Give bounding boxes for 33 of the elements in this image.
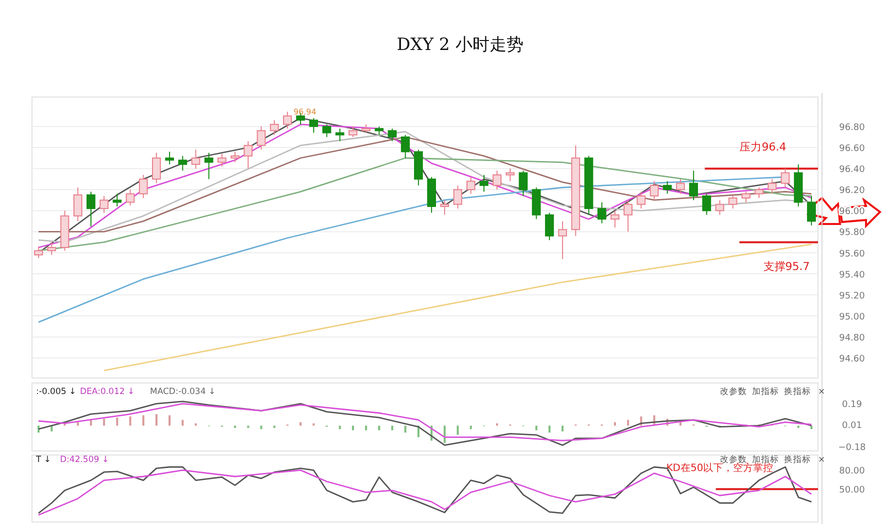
y-tick-label: 95.60: [839, 249, 866, 260]
y-tick-label: −0.18: [838, 442, 866, 453]
y-tick-label: 95.40: [839, 270, 866, 280]
annotation: 加指标: [752, 386, 779, 397]
y-tick-label: 96.20: [839, 186, 866, 196]
annotation: 改参数: [720, 386, 747, 397]
y-tick-label: 95.00: [839, 312, 866, 322]
annotation: 换指标: [784, 386, 811, 397]
y-tick-label: 50.00: [839, 486, 866, 496]
annotation: DEA:0.012 ↓: [80, 387, 135, 397]
y-tick-label: 0.01: [842, 420, 862, 431]
annotation: :-0.005 ↓: [36, 387, 76, 397]
ref-line-label: KD在50以下，空方掌控: [666, 462, 774, 474]
annotation: 96.94: [293, 108, 316, 117]
y-tick-label: 96.60: [839, 144, 866, 154]
annotation: T ↓: [35, 455, 52, 465]
annotation: 换指标: [784, 454, 811, 465]
y-tick-label: 94.80: [839, 333, 866, 344]
y-tick-label: 94.60: [839, 354, 866, 365]
ref-line-label: 压力96.4: [740, 140, 786, 154]
annotation: 改参数: [720, 454, 747, 465]
y-tick-label: 95.20: [839, 291, 866, 302]
annotation: ×: [818, 387, 826, 397]
annotation: ×: [818, 455, 826, 465]
ref-line-label: 支撑95.7: [763, 260, 810, 274]
y-tick-label: 80.00: [839, 466, 866, 477]
y-tick-label: 96.80: [839, 122, 866, 133]
chart-title: DXY 2 小时走势: [396, 35, 524, 55]
y-tick-label: 95.80: [839, 228, 866, 238]
annotation: D:42.509 ↓: [60, 455, 109, 465]
y-tick-label: 0.19: [842, 400, 862, 410]
y-tick-label: 96.40: [839, 165, 866, 176]
annotation: MACD:-0.034 ↓: [150, 387, 216, 397]
